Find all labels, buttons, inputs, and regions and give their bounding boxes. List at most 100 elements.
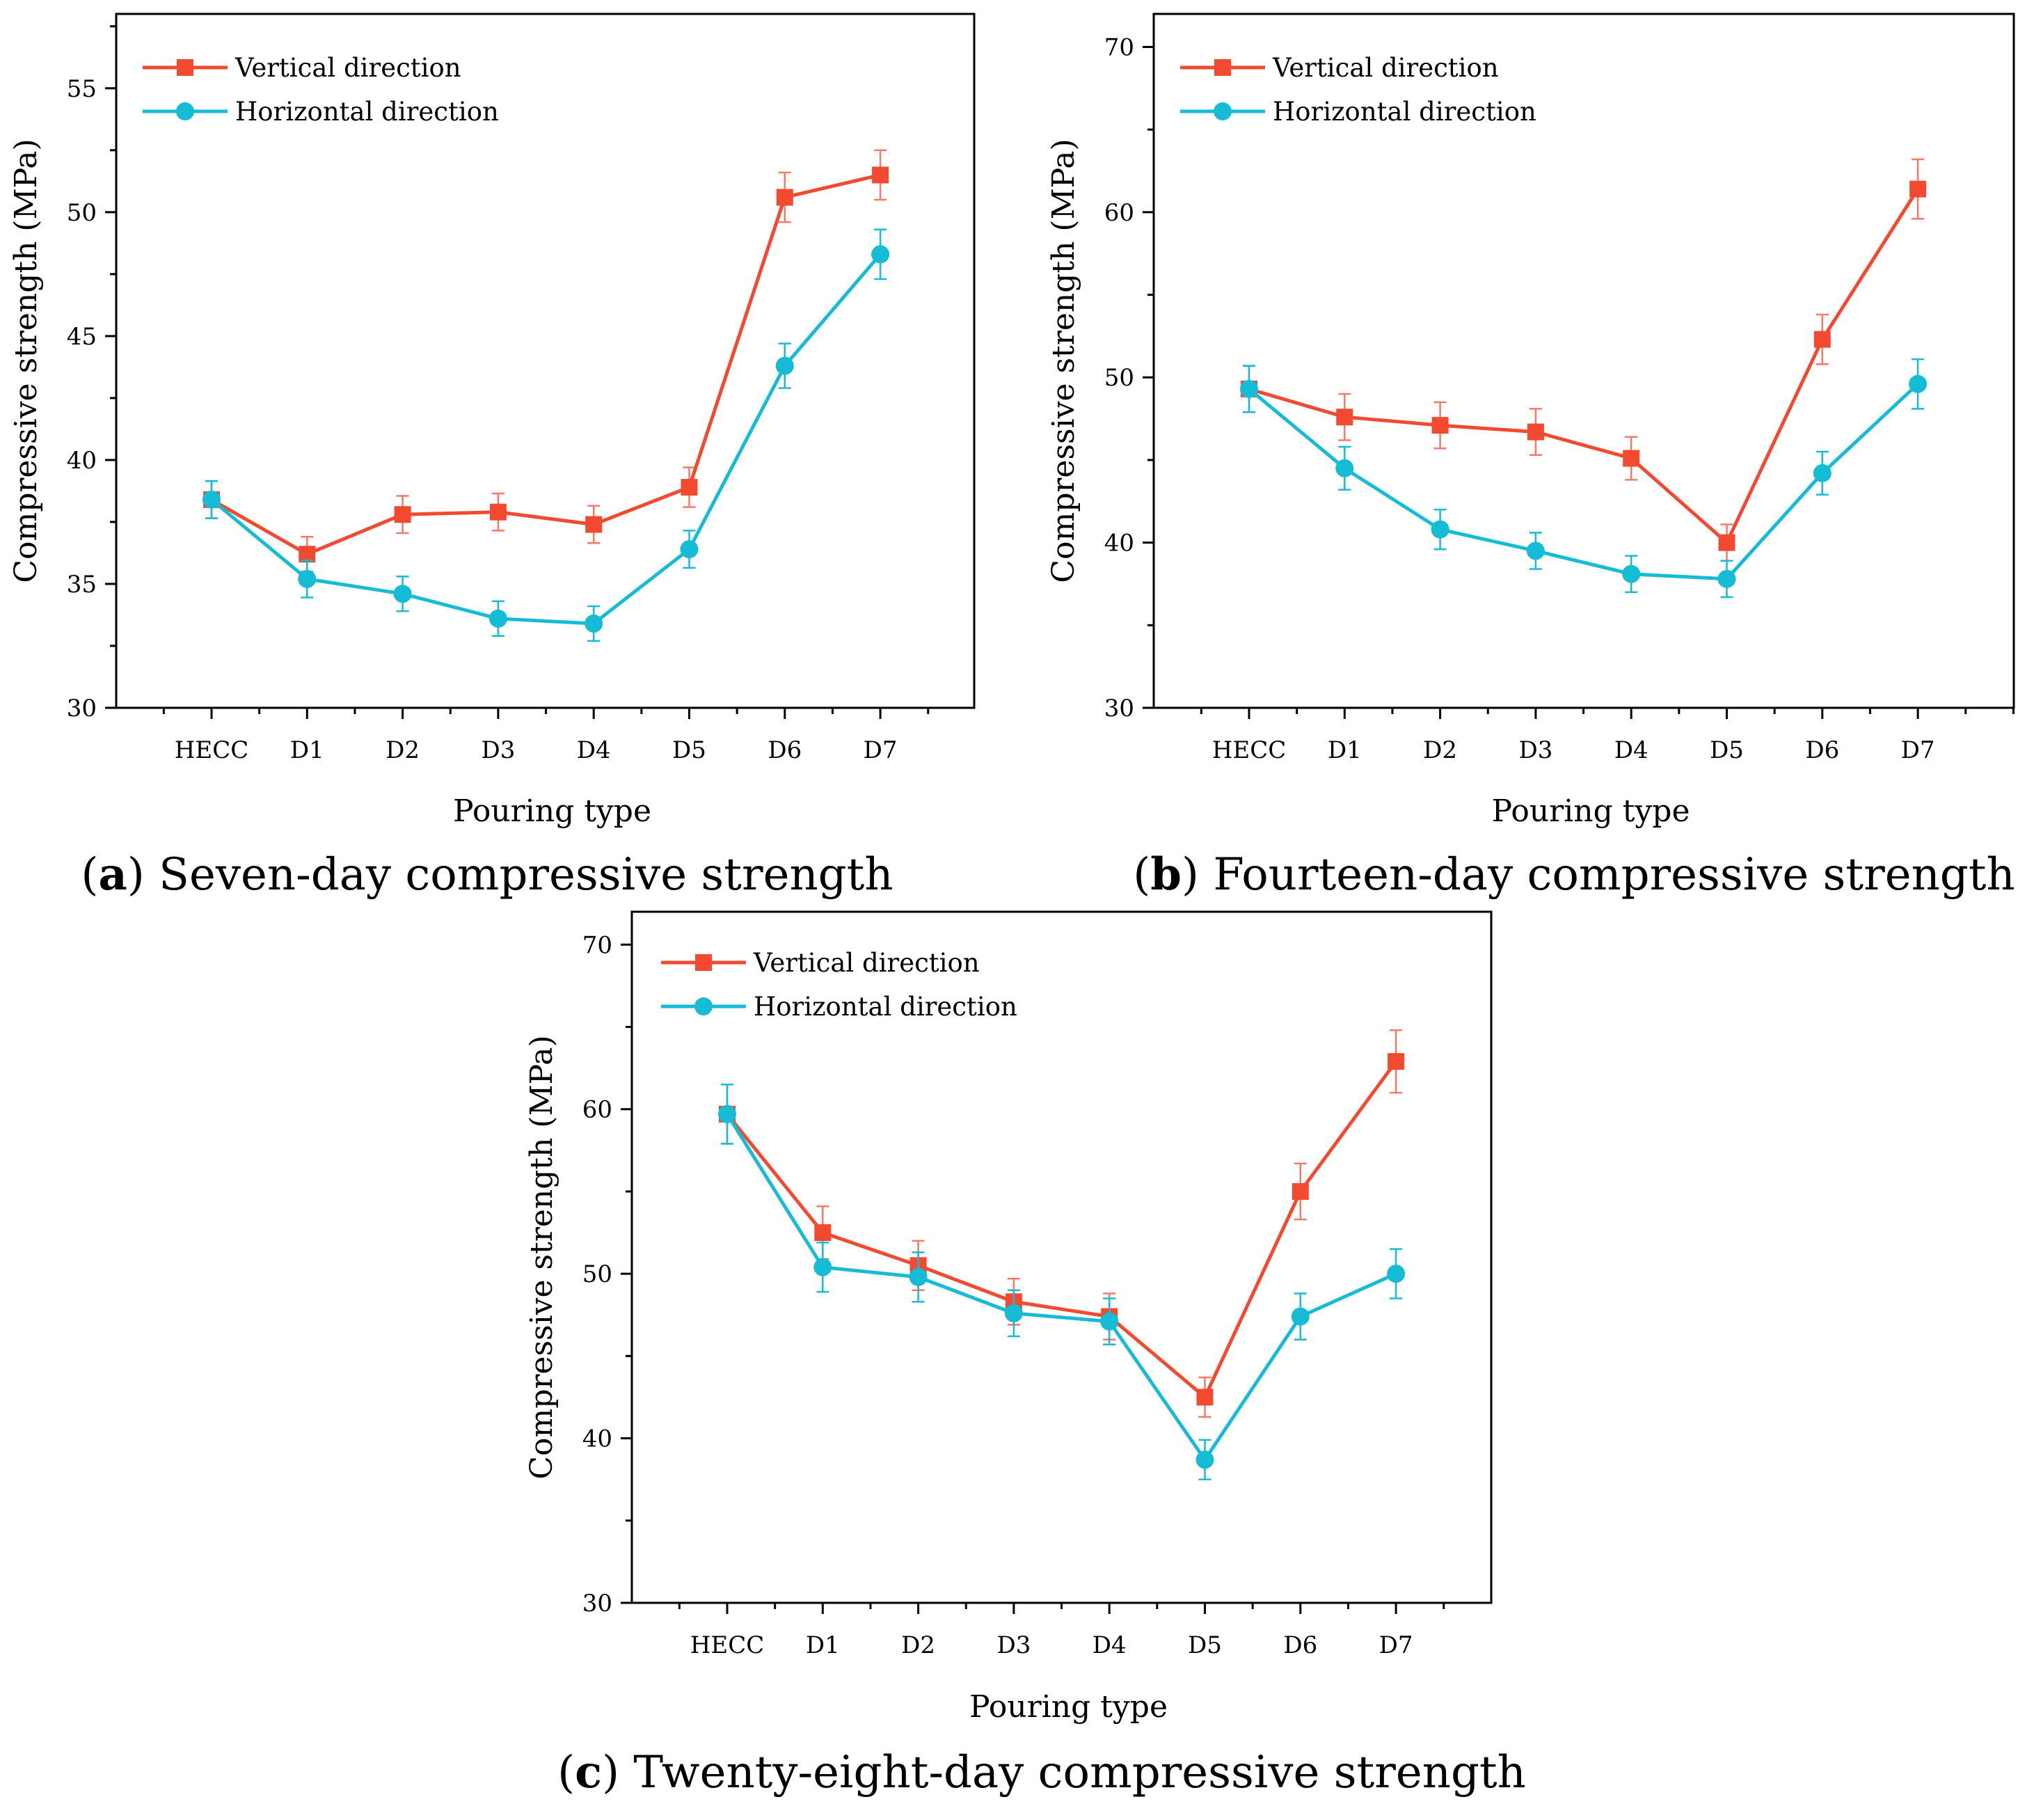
x-tick-label: D5 [1188, 1631, 1222, 1659]
x-tick-label: D1 [290, 736, 324, 764]
caption-letter: b [1150, 848, 1182, 901]
x-tick-label: D4 [577, 736, 611, 764]
data-point-circle [488, 609, 507, 628]
data-point-circle [298, 569, 317, 588]
x-tick-label: D7 [1901, 736, 1935, 764]
caption-paren-close: ) [127, 849, 145, 901]
data-point-square [872, 166, 889, 184]
y-tick-label: 35 [67, 571, 97, 599]
y-tick-label: 45 [67, 323, 97, 351]
data-point-circle [1909, 374, 1928, 393]
y-tick-label: 40 [1104, 530, 1134, 557]
x-tick-label: HECC [690, 1631, 765, 1659]
data-point-square [1623, 450, 1640, 467]
x-axis-title: Pouring type [1492, 793, 1690, 829]
series-line [726, 1060, 1398, 1400]
data-point-circle [1622, 564, 1641, 583]
series-line [1248, 188, 1920, 546]
caption-text: Seven-day compressive strength [145, 849, 893, 901]
data-point-square [1388, 1053, 1405, 1070]
x-tick-label: HECC [1212, 736, 1287, 764]
data-point-circle [1335, 459, 1354, 477]
vertical-series [1241, 158, 1927, 562]
series-line [725, 1113, 1397, 1463]
chart-panel-a: 30 35 40 45 50 55 HECC D1 D2 D3 D4 D5 D6 D7 Pouring ty… [8, 13, 976, 901]
data-point-circle [1004, 1304, 1023, 1322]
legend-label: Horizontal direction [235, 97, 499, 127]
panel-caption: (c) Twenty-eight-day compressive strengt… [557, 1746, 1526, 1798]
y-tick-label: 60 [582, 1096, 612, 1124]
data-point-circle [1195, 1450, 1214, 1469]
y-tick-label: 40 [67, 447, 97, 475]
caption-paren-close: ) [1182, 849, 1199, 901]
legend-marker-square [1214, 59, 1231, 76]
legend-label: Vertical direction [235, 53, 461, 83]
legend-label: Horizontal direction [754, 992, 1017, 1022]
y-tick-label: 60 [1104, 199, 1134, 227]
vertical-series [719, 1029, 1405, 1418]
data-point-circle [1526, 541, 1545, 560]
x-tick-label: D6 [768, 736, 802, 764]
y-tick-label: 50 [67, 199, 97, 227]
y-tick-label: 40 [582, 1425, 612, 1453]
data-point-circle [871, 245, 890, 264]
x-tick-label: D2 [1423, 736, 1457, 764]
legend-label: Vertical direction [1272, 53, 1499, 83]
data-point-circle [393, 585, 412, 603]
x-tick-label: D4 [1093, 1631, 1127, 1659]
y-tick-label: 50 [582, 1260, 612, 1288]
legend-marker-square [177, 59, 193, 76]
x-tick-label: D3 [996, 1631, 1031, 1659]
x-axis-title: Pouring type [969, 1689, 1168, 1725]
caption-letter: c [575, 1746, 602, 1798]
x-tick-label: D7 [864, 736, 898, 764]
data-point-square [814, 1224, 832, 1242]
data-point-circle [909, 1267, 928, 1286]
series-line [210, 173, 881, 557]
data-point-circle [1291, 1307, 1310, 1326]
legend-label: Vertical direction [753, 948, 980, 978]
y-tick-label: 30 [582, 1590, 612, 1617]
x-tick-label: D3 [481, 736, 515, 764]
x-tick-label: D1 [806, 1631, 840, 1659]
data-point-circle [1240, 379, 1258, 398]
horizontal-series [1240, 358, 1928, 599]
data-point-circle [1717, 569, 1736, 588]
legend-marker-circle [1214, 102, 1232, 120]
x-tick-label: D2 [901, 1631, 935, 1659]
data-point-circle [1813, 464, 1832, 482]
data-point-square [776, 189, 793, 206]
data-point-square [489, 503, 507, 521]
caption-paren-open: ( [1133, 849, 1150, 901]
x-tick-label: D3 [1518, 736, 1552, 764]
x-tick-label: D2 [386, 736, 420, 764]
y-tick-label: 30 [1104, 695, 1134, 722]
caption-paren-close: ) [602, 1747, 619, 1798]
x-tick-label: D4 [1614, 736, 1648, 764]
series-line [1248, 382, 1919, 581]
data-point-square [1718, 534, 1735, 551]
x-tick-label: D6 [1283, 1631, 1317, 1659]
data-point-square [1909, 180, 1927, 198]
data-point-circle [775, 356, 794, 375]
x-tick-label: HECC [175, 736, 249, 764]
chart-panel-c: 30 40 50 60 70 HECC D1 D2 D3 D4 D5 D6 D7 Pouring type… [524, 910, 1526, 1798]
x-tick-label: D6 [1805, 736, 1839, 764]
horizontal-series [718, 1084, 1406, 1480]
x-tick-label: D1 [1328, 736, 1362, 764]
series-line [210, 253, 882, 626]
legend-marker-square [695, 954, 712, 971]
data-point-square [1527, 423, 1544, 441]
data-point-circle [718, 1105, 736, 1123]
legend-marker-circle [176, 102, 194, 120]
data-point-square [681, 479, 698, 496]
legend-marker-circle [694, 997, 713, 1015]
y-tick-label: 30 [67, 695, 97, 722]
data-point-circle [1387, 1265, 1406, 1283]
data-point-circle [813, 1258, 832, 1276]
y-tick-label: 70 [1104, 33, 1134, 61]
x-tick-label: D5 [1710, 736, 1744, 764]
y-axis-title: Compressive strength (MPa) [524, 1035, 559, 1479]
y-axis-title: Compressive strength (MPa) [1046, 139, 1081, 583]
